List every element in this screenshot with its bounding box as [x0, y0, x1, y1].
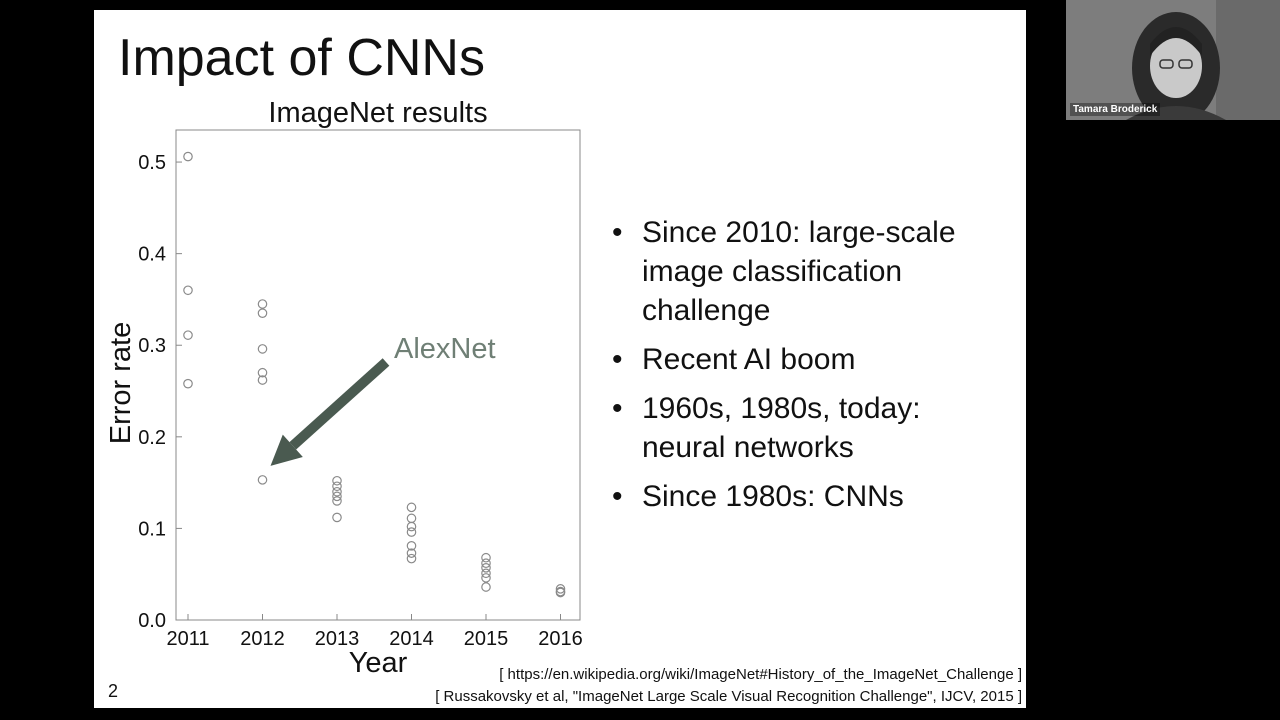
data-point: [332, 481, 342, 492]
data-point: [183, 330, 193, 340]
data-point: [555, 587, 566, 598]
data-point: [257, 299, 268, 309]
data-point: [257, 475, 268, 485]
bullet-item: Recent AI boom: [612, 340, 1012, 379]
page-number: 2: [108, 681, 119, 701]
bullet-item: Since 1980s: CNNs: [612, 477, 1012, 516]
scatter-chart: ImageNet results 0.0 0.1 0.2 0.3 0.4 0.5 2011 20…: [105, 97, 583, 679]
data-point: [257, 375, 268, 385]
y-tick-label: 0.2: [138, 427, 166, 449]
data-point: [332, 486, 342, 497]
data-point: [481, 552, 491, 563]
x-axis-label: Year: [349, 647, 408, 679]
data-point: [406, 502, 417, 513]
x-tick-label: 2012: [240, 628, 285, 650]
data-point: [481, 568, 491, 579]
participant-video[interactable]: Tamara Broderick: [1066, 0, 1280, 120]
data-point: [481, 562, 491, 573]
data-point: [257, 344, 268, 354]
data-point: [406, 513, 417, 524]
y-axis-label: Error rate: [105, 322, 137, 444]
data-point: [183, 285, 193, 296]
annotation-arrow-head: [270, 434, 303, 466]
y-tick-label: 0.4: [138, 244, 166, 266]
data-point: [555, 584, 566, 594]
reference-link: [ https://en.wikipedia.org/wiki/ImageNet…: [499, 666, 1022, 683]
participant-name: Tamara Broderick: [1070, 103, 1161, 116]
slide: Impact of CNNs ImageNet results 0.0 0.1 0.2…: [94, 10, 1026, 708]
y-tick-label: 0.0: [138, 610, 166, 632]
data-point: [257, 308, 268, 318]
data-point: [406, 553, 417, 564]
data-point: [332, 491, 342, 502]
data-point: [183, 378, 193, 389]
chart-title: ImageNet results: [268, 97, 487, 129]
reference-citation: [ Russakovsky et al, "ImageNet Large Sca…: [435, 688, 1022, 705]
x-tick-label: 2014: [389, 628, 434, 650]
data-point: [332, 496, 342, 506]
y-tick-label: 0.3: [138, 335, 166, 357]
x-tick-label: 2013: [315, 628, 360, 650]
bullet-item: Since 2010: large-scale image classifica…: [612, 213, 1012, 330]
bullet-list: Since 2010: large-scale image classifica…: [612, 213, 1012, 526]
data-point: [481, 582, 491, 592]
slide-title: Impact of CNNs: [118, 29, 485, 87]
data-point: [481, 573, 491, 583]
annotation-label: AlexNet: [394, 333, 496, 365]
x-tick-label: 2016: [538, 628, 583, 650]
data-point: [481, 558, 491, 569]
x-tick-label: 2015: [464, 628, 509, 650]
data-point: [406, 527, 417, 537]
data-point: [183, 151, 193, 162]
participant-avatar: [1066, 0, 1280, 120]
data-point: [332, 475, 342, 486]
y-tick-label: 0.5: [138, 152, 166, 174]
data-point: [406, 541, 417, 551]
x-tick-label: 2011: [166, 628, 209, 650]
data-point: [406, 548, 417, 558]
plot-frame: [175, 129, 581, 621]
annotation-arrow-shaft: [289, 358, 390, 450]
y-tick-label: 0.1: [138, 518, 166, 540]
data-point: [332, 512, 342, 523]
bullet-item: 1960s, 1980s, today: neural networks: [612, 389, 1012, 467]
data-point: [257, 367, 268, 378]
data-point: [406, 521, 417, 532]
